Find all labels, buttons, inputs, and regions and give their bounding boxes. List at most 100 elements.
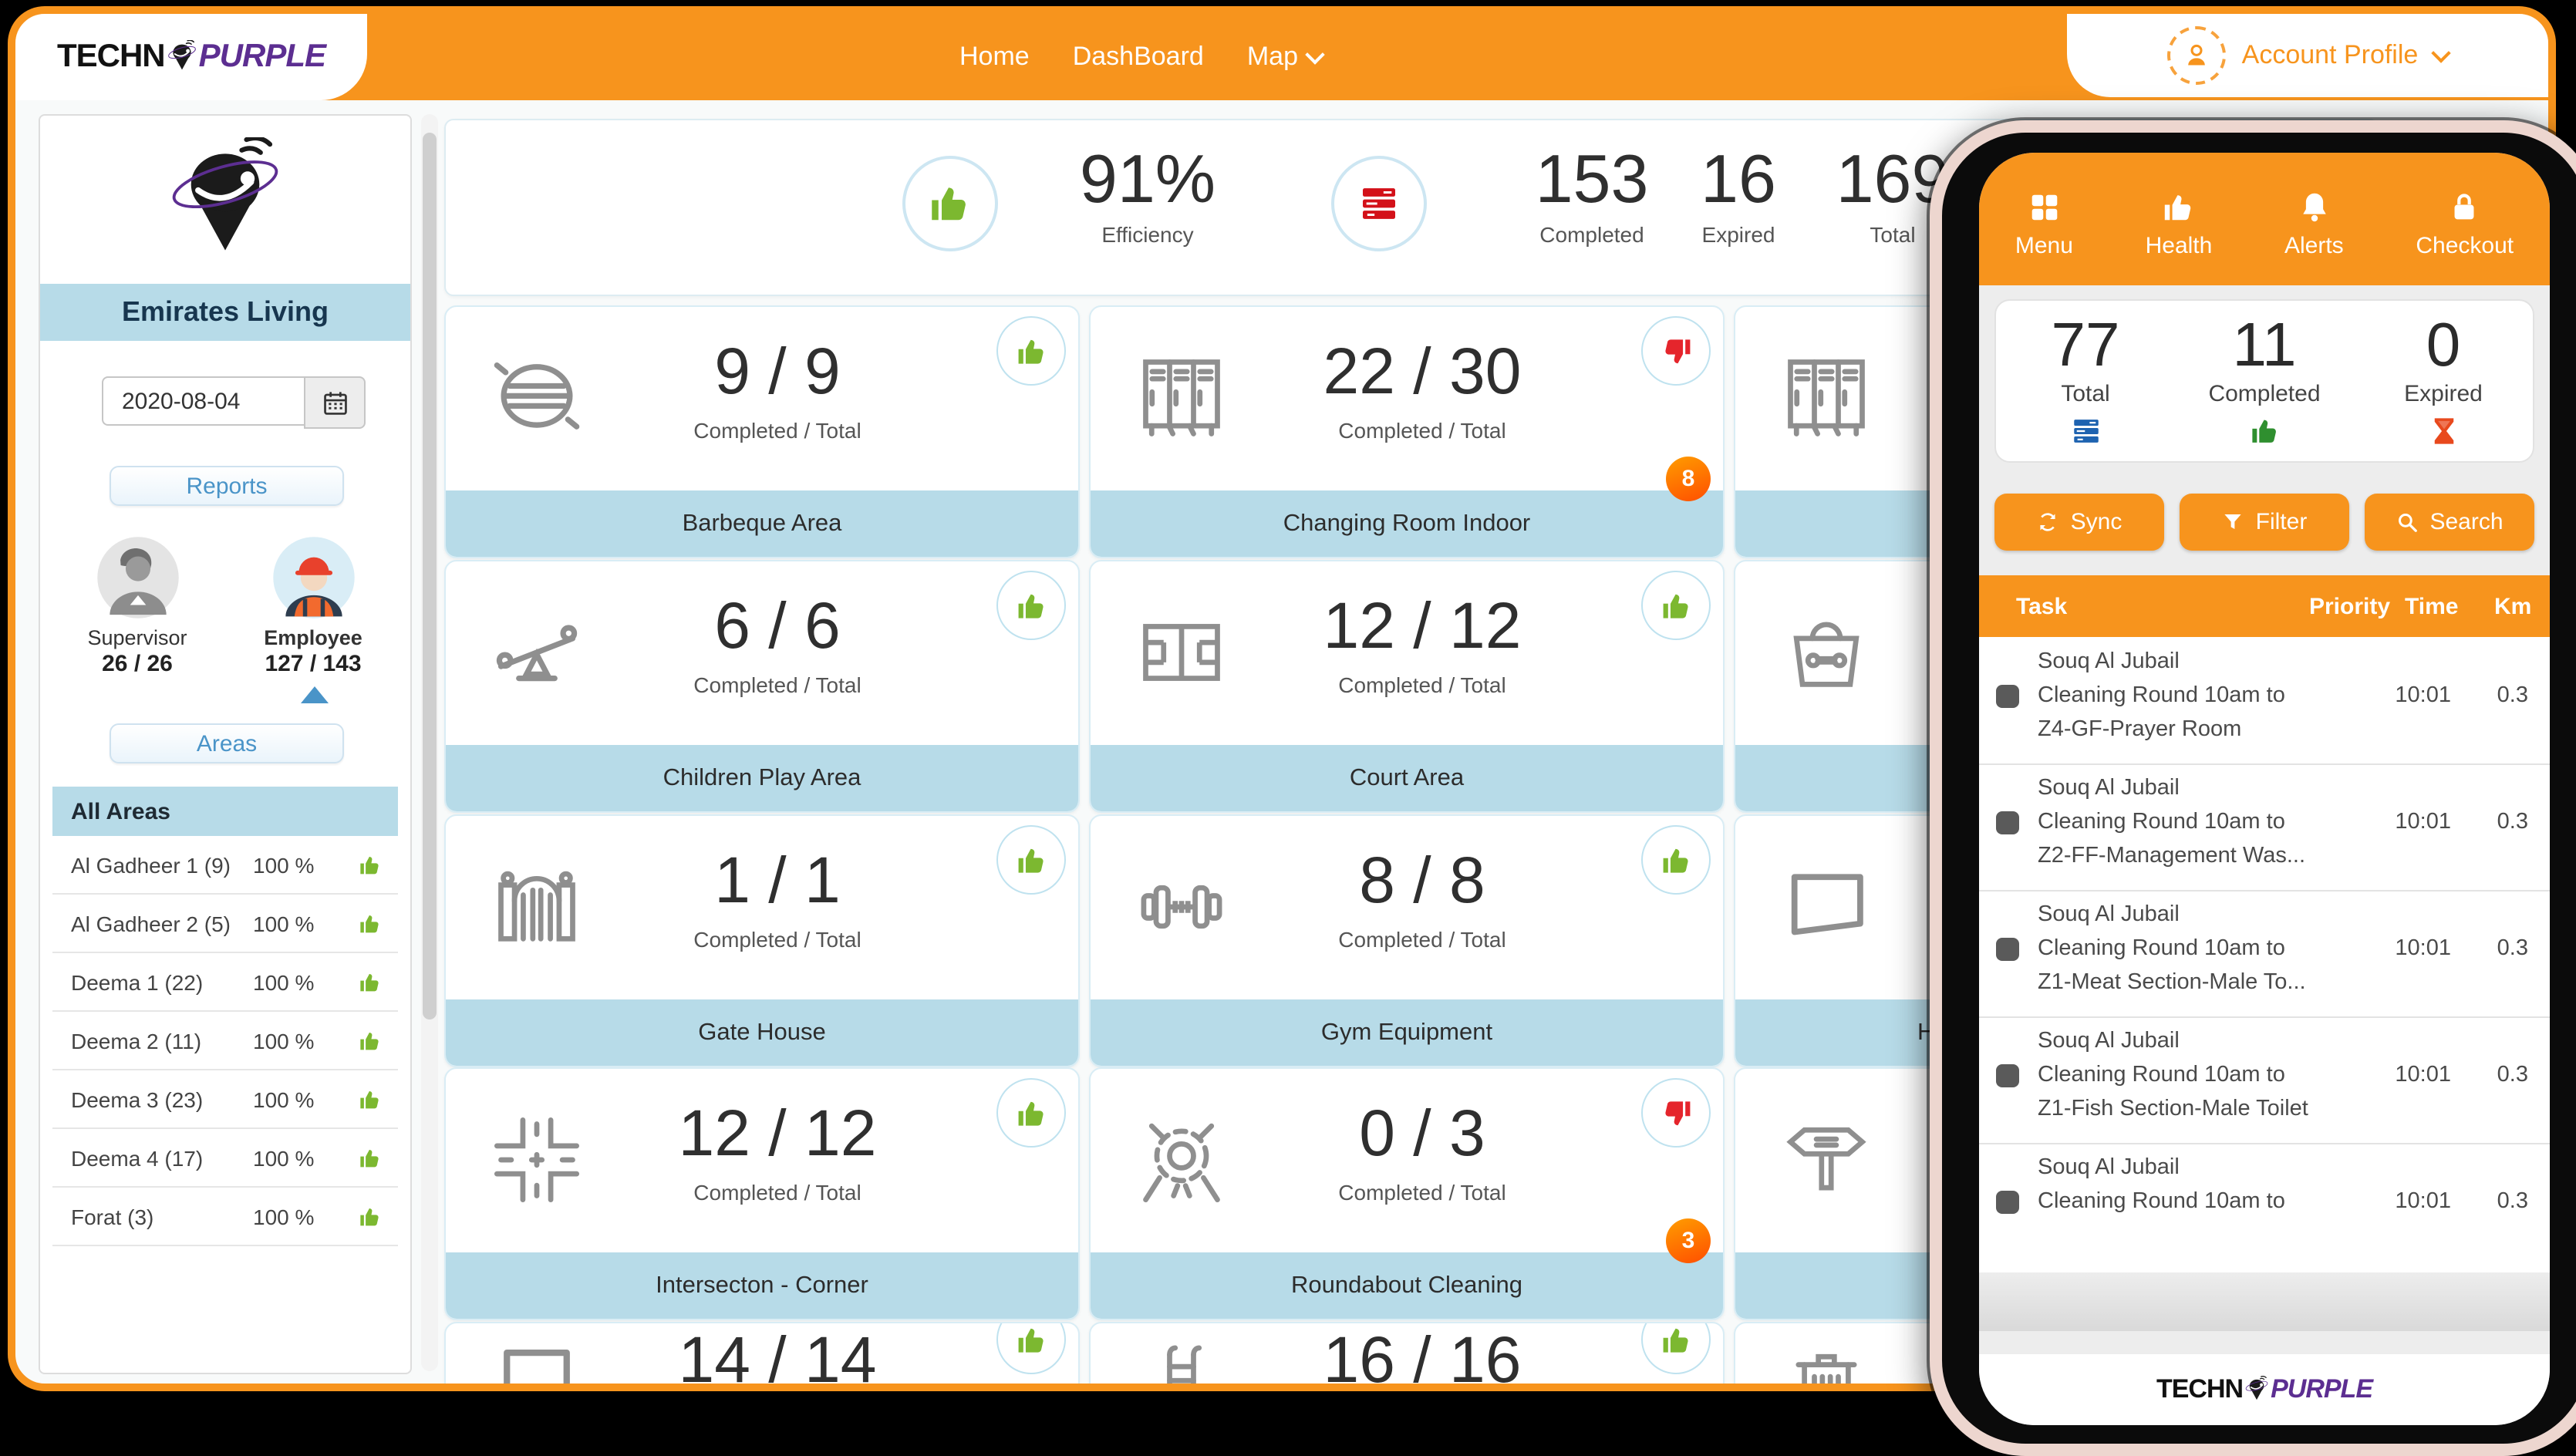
expired-label: Expired	[2404, 381, 2483, 407]
all-areas-header[interactable]: All Areas	[52, 787, 398, 836]
task-checkbox[interactable]	[1996, 685, 2019, 708]
task-checkbox[interactable]	[1996, 1064, 2019, 1087]
area-name: Al Gadheer 2 (5)	[71, 911, 231, 935]
logo-text-techno: TECHN	[56, 39, 166, 74]
area-card-gym-equipment[interactable]: 8 / 8 Completed / Total Gym Equipment	[1089, 814, 1725, 1067]
task-row[interactable]: Souq Al Jubail Cleaning Round 10am to ..…	[1979, 637, 2550, 765]
areas-list: All Areas Al Gadheer 1 (9) 100 % Al Gadh…	[52, 787, 398, 1246]
efficiency-value: 91%	[1079, 142, 1216, 217]
col-priority: Priority	[2309, 593, 2391, 619]
area-row[interactable]: Deema 4 (17) 100 %	[52, 1129, 398, 1188]
expired-value: 16	[1701, 142, 1776, 217]
dumbbell-icon	[1134, 859, 1229, 955]
employee-count: 127 / 143	[265, 651, 362, 677]
thumbs-up-icon	[358, 1204, 383, 1228]
scrollbar-thumb[interactable]	[423, 133, 437, 1020]
area-percent: 100 %	[253, 1028, 315, 1053]
area-percent: 100 %	[253, 969, 315, 994]
account-profile-button[interactable]: Account Profile	[2067, 14, 2548, 97]
card-sub: Completed / Total	[1338, 1180, 1506, 1205]
tab-menu[interactable]: Menu	[2015, 189, 2073, 258]
area-card-partial-bottom[interactable]: 14 / 14 Completed / Total	[444, 1322, 1080, 1384]
area-percent: 100 %	[253, 911, 315, 935]
area-card-gate-house[interactable]: 1 / 1 Completed / Total Gate House	[444, 814, 1080, 1067]
main-scrollbar[interactable]	[421, 114, 438, 1371]
account-profile-label: Account Profile	[2241, 40, 2419, 69]
col-time: Time	[2405, 593, 2459, 619]
task-row[interactable]: Souq Al Jubail Cleaning Round 10am to ..…	[1979, 890, 2550, 1018]
area-card-intersection-corner[interactable]: 12 / 12 Completed / Total Intersecton - …	[444, 1067, 1080, 1320]
area-card-partial-bottom[interactable]: 16 / 16 Completed / Total	[1089, 1322, 1725, 1391]
expired-stat: 16 Expired	[1669, 142, 1808, 247]
task-row[interactable]: Souq Al Jubail Cleaning Round 10am to ..…	[1979, 1016, 2550, 1144]
task-desc: Cleaning Round 10am to ...	[2038, 1189, 2284, 1214]
reports-button[interactable]: Reports	[110, 466, 344, 506]
area-card-court[interactable]: 12 / 12 Completed / Total Court Area	[1089, 560, 1725, 813]
nav-dashboard[interactable]: DashBoard	[1072, 42, 1204, 71]
task-zone: Z2-FF-Management Was...	[2038, 844, 2306, 868]
task-row[interactable]: Souq Al Jubail Cleaning Round 10am to ..…	[1979, 763, 2550, 891]
area-row[interactable]: Al Gadheer 2 (5) 100 %	[52, 895, 398, 953]
task-time: 10:01	[2395, 810, 2451, 834]
card-sub: Completed / Total	[693, 927, 861, 952]
nav-home[interactable]: Home	[959, 42, 1030, 71]
area-row[interactable]: Deema 2 (11) 100 %	[52, 1012, 398, 1070]
tab-label: Checkout	[2416, 232, 2514, 258]
card-value: 8 / 8	[1359, 844, 1485, 916]
task-list: Souq Al Jubail Cleaning Round 10am to ..…	[1979, 637, 2550, 1272]
task-checkbox[interactable]	[1996, 811, 2019, 834]
filter-label: Filter	[2255, 509, 2308, 535]
tab-alerts[interactable]: Alerts	[2284, 189, 2344, 258]
search-button[interactable]: Search	[2365, 494, 2534, 551]
phone-action-buttons: Sync Filter Search	[1994, 494, 2534, 551]
sync-label: Sync	[2070, 509, 2123, 535]
task-site: Souq Al Jubail	[2038, 902, 2180, 927]
search-icon	[2396, 511, 2419, 534]
sync-button[interactable]: Sync	[1994, 494, 2164, 551]
area-row[interactable]: Forat (3) 100 %	[52, 1188, 398, 1246]
task-km: 0.3	[2497, 683, 2528, 708]
area-name: Deema 2 (11)	[71, 1028, 202, 1053]
gate-icon	[489, 859, 585, 955]
employee-report[interactable]: Employee 127 / 143	[228, 535, 398, 677]
supervisor-report[interactable]: Supervisor 26 / 26	[52, 535, 222, 677]
date-input[interactable]: 2020-08-04	[102, 376, 304, 426]
task-checkbox[interactable]	[1996, 1191, 2019, 1214]
area-card-barbeque[interactable]: 9 / 9 Completed / Total Barbeque Area	[444, 305, 1080, 558]
card-value: 16 / 16	[1323, 1323, 1522, 1391]
tab-health[interactable]: Health	[2146, 189, 2212, 258]
tab-checkout[interactable]: Checkout	[2416, 189, 2514, 258]
task-checkbox[interactable]	[1996, 938, 2019, 961]
mobile-app-mockup: Menu Health Alerts Checkout 77	[1930, 120, 2576, 1456]
area-row[interactable]: Deema 3 (23) 100 %	[52, 1070, 398, 1129]
pool-ladder-icon	[1134, 1339, 1229, 1391]
phone-completed-stat: 11 Completed	[2175, 301, 2354, 461]
task-site: Souq Al Jubail	[2038, 1155, 2180, 1180]
card-title: Children Play Area	[446, 745, 1078, 811]
court-icon	[1134, 605, 1229, 700]
main-nav: Home DashBoard Map	[959, 14, 1324, 100]
area-row[interactable]: Deema 1 (22) 100 %	[52, 953, 398, 1012]
alert-count-badge: 8	[1666, 457, 1711, 501]
calendar-button[interactable]	[304, 376, 366, 429]
hourglass-icon	[2354, 415, 2533, 447]
task-row[interactable]: Souq Al Jubail Cleaning Round 10am to ..…	[1979, 1143, 2550, 1269]
areas-button[interactable]: Areas	[110, 723, 344, 763]
logo-panel: TECHN PURPLE	[15, 14, 367, 100]
card-title: Roundabout Cleaning	[1091, 1252, 1723, 1319]
thumbs-up-icon	[358, 1028, 383, 1053]
area-card-changing-room-indoor[interactable]: 22 / 30 Completed / Total 8 Changing Roo…	[1089, 305, 1725, 558]
technopurple-logo: TECHN PURPLE	[2156, 1374, 2373, 1405]
area-card-children-play[interactable]: 6 / 6 Completed / Total Children Play Ar…	[444, 560, 1080, 813]
total-stat: 169 Total	[1816, 144, 1970, 247]
area-card-roundabout-cleaning[interactable]: 0 / 3 Completed / Total 3 Roundabout Cle…	[1089, 1067, 1725, 1320]
task-km: 0.3	[2497, 936, 2528, 961]
area-percent: 100 %	[253, 1204, 315, 1228]
filter-button[interactable]: Filter	[2180, 494, 2349, 551]
card-value: 1 / 1	[714, 844, 841, 916]
phone-footer: TECHN PURPLE	[1979, 1354, 2550, 1425]
nav-map[interactable]: Map	[1247, 42, 1324, 72]
area-row[interactable]: Al Gadheer 1 (9) 100 %	[52, 836, 398, 895]
bell-icon	[2296, 189, 2332, 224]
